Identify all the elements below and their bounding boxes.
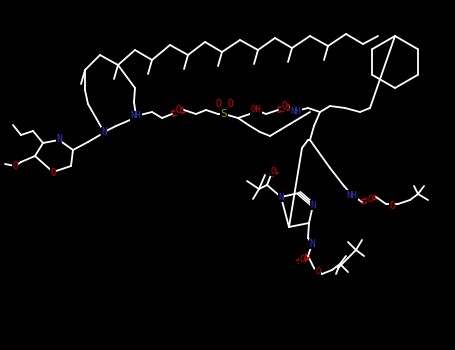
Text: O: O: [215, 99, 221, 109]
Text: O: O: [270, 167, 276, 175]
Text: O: O: [281, 101, 287, 111]
Text: O: O: [299, 256, 305, 265]
Text: N: N: [310, 201, 316, 210]
Text: N: N: [101, 127, 107, 137]
Text: NH: NH: [291, 106, 301, 116]
Text: O: O: [315, 267, 321, 276]
Text: S: S: [221, 109, 228, 119]
Text: O: O: [12, 161, 18, 171]
Text: N: N: [309, 239, 315, 249]
Text: OH: OH: [251, 105, 261, 114]
Text: N: N: [56, 134, 62, 144]
Text: O: O: [389, 201, 395, 211]
Text: NH: NH: [347, 190, 357, 199]
Text: O: O: [227, 99, 233, 109]
Text: NH: NH: [131, 112, 142, 120]
Text: O: O: [50, 168, 56, 178]
Text: O: O: [175, 105, 181, 115]
Text: O: O: [367, 196, 373, 204]
Text: N: N: [278, 193, 283, 202]
